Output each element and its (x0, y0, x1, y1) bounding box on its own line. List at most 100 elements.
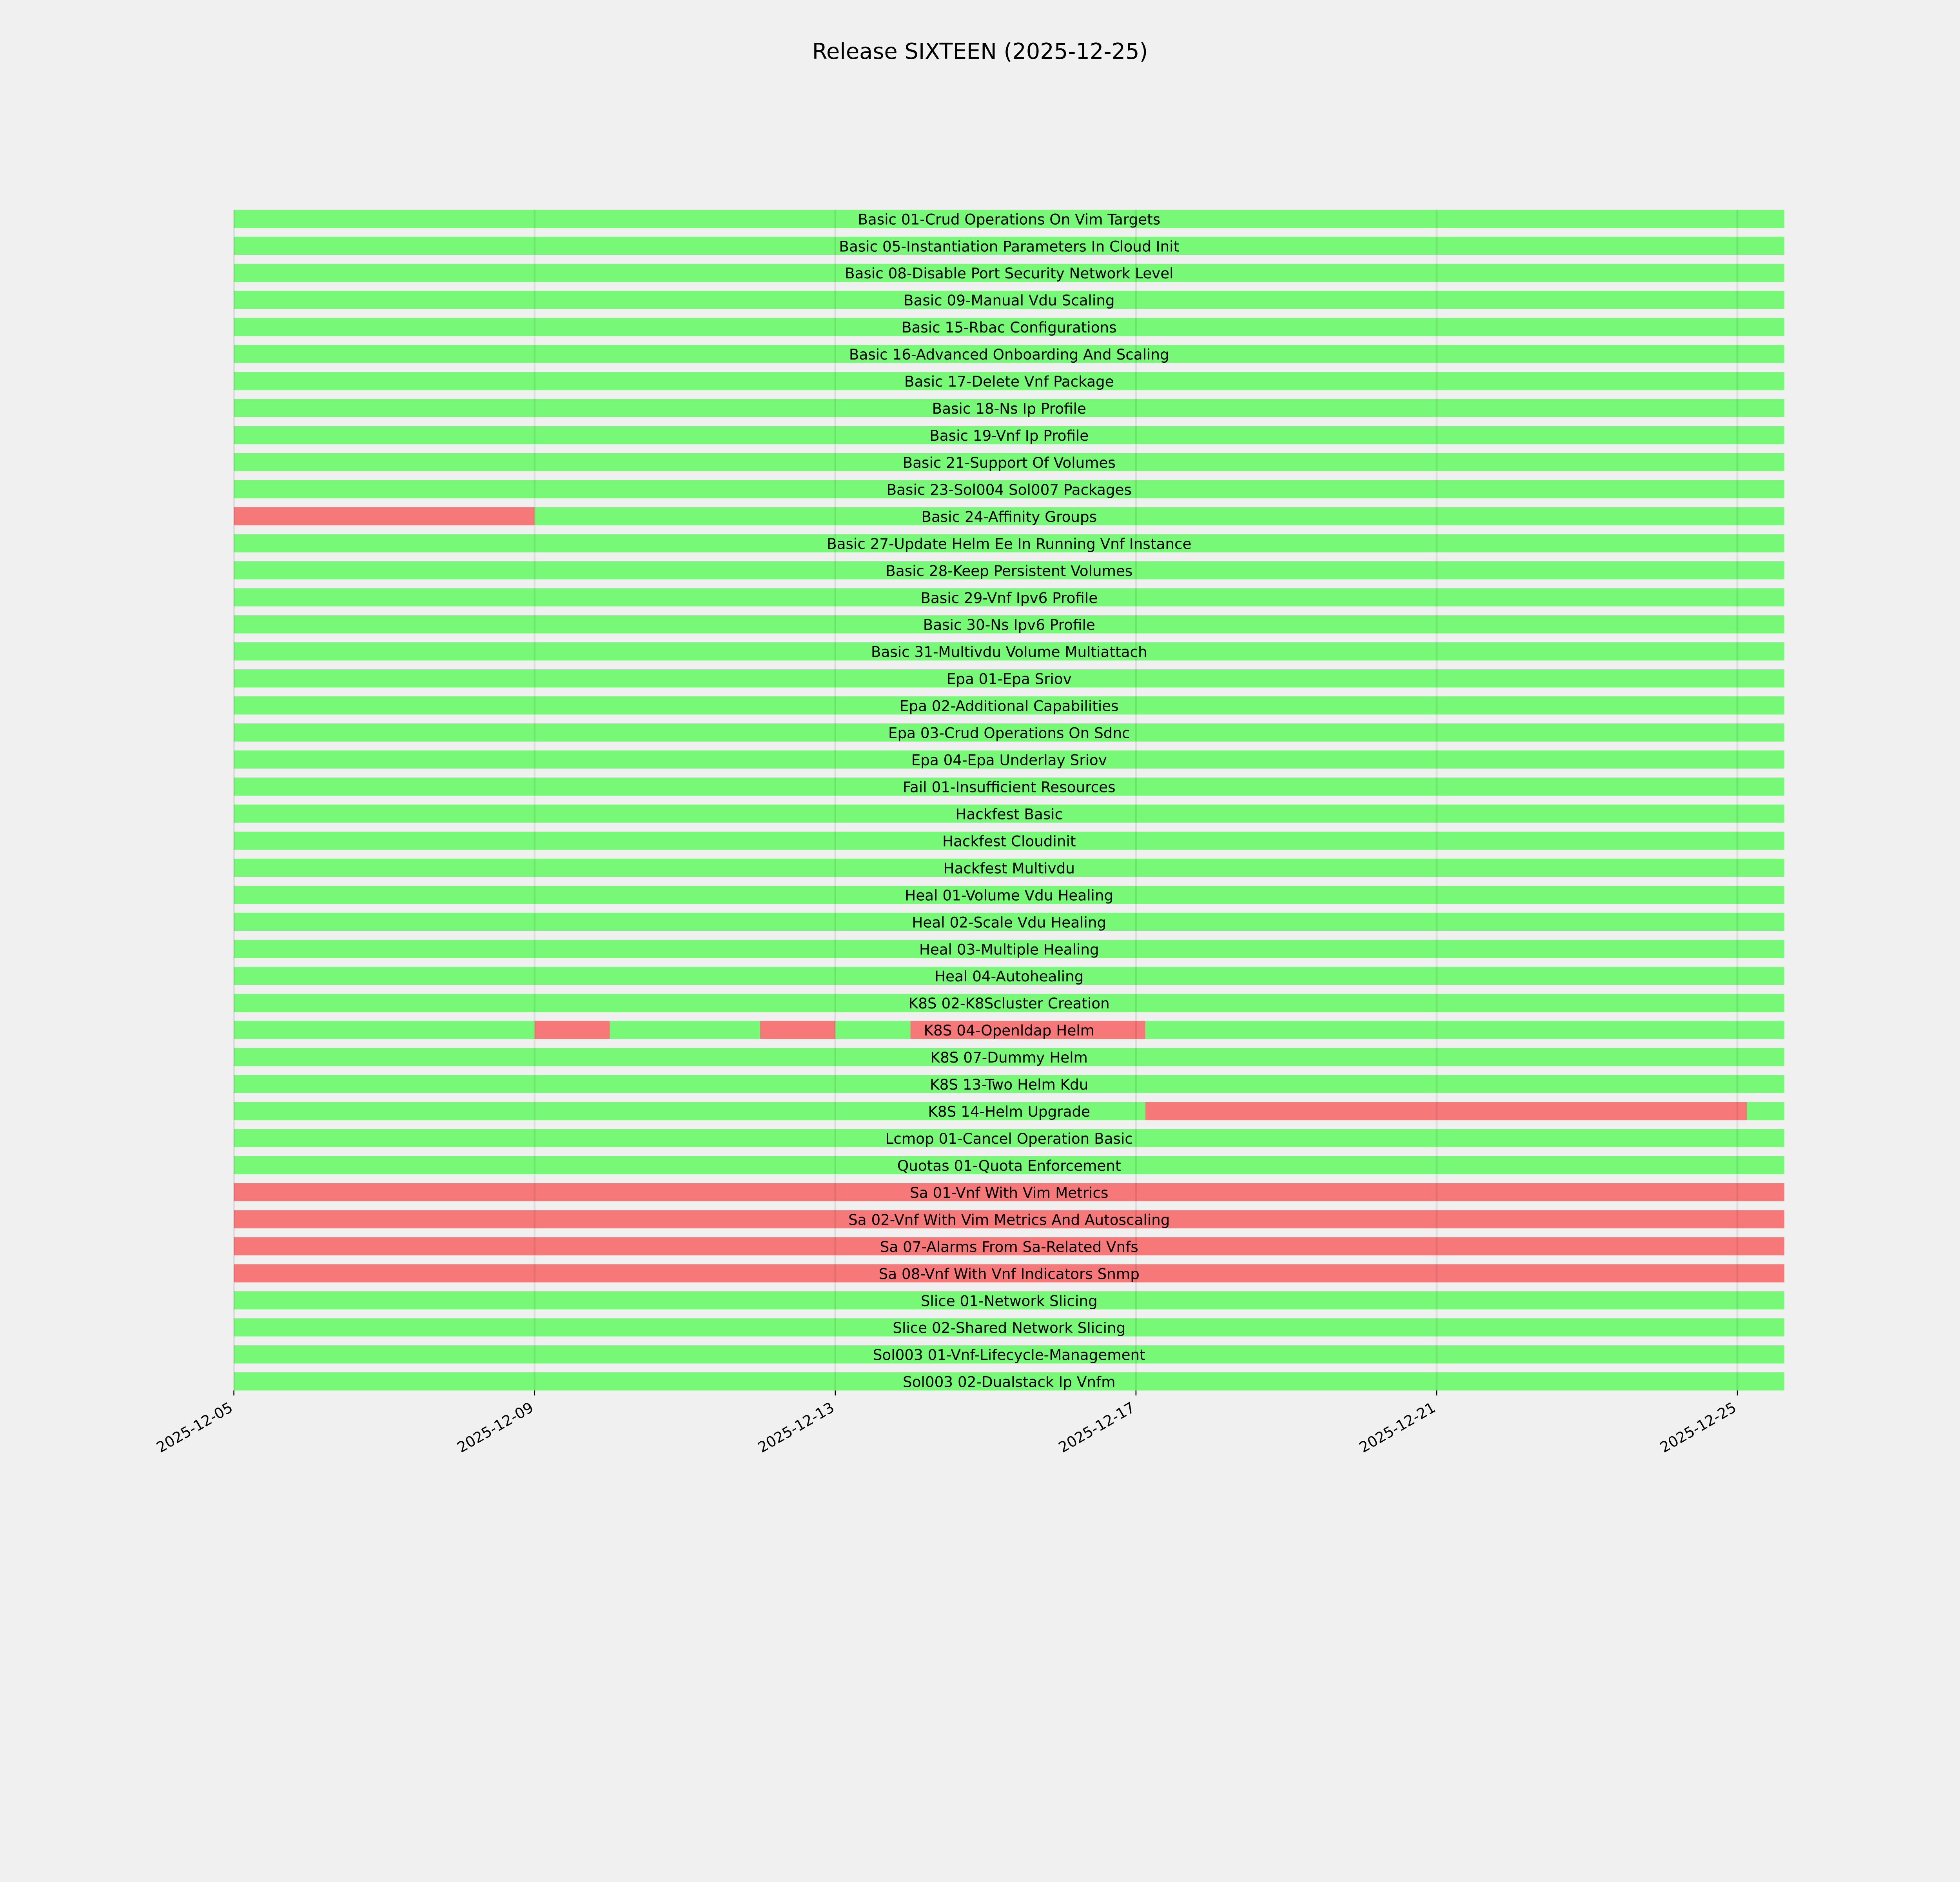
task-label: Heal 02-Scale Vdu Healing (912, 914, 1106, 931)
bar-segment-pass (1145, 1021, 1784, 1039)
task-label: Sa 07-Alarms From Sa-Related Vnfs (880, 1238, 1138, 1255)
task-label: Hackfest Cloudinit (942, 832, 1076, 850)
bar-segment-pass (234, 966, 1784, 985)
task-label: Basic 15-Rbac Configurations (902, 319, 1117, 336)
task-label: Sol003 01-Vnf-Lifecycle-Management (873, 1346, 1145, 1364)
grid-layer (233, 209, 1739, 1391)
bar-segment-pass (234, 399, 1784, 417)
bar-segment-pass (234, 1075, 1784, 1093)
bar-segment-fail (234, 1183, 1784, 1201)
bar-segment-pass (234, 534, 1784, 552)
bar-segment-pass (234, 209, 1784, 228)
bar-segment-pass (234, 750, 1784, 769)
task-labels-layer: Basic 01-Crud Operations On Vim Targets B… (827, 211, 1191, 1390)
task-label: Basic 28-Keep Persistent Volumes (886, 562, 1132, 579)
bar-segment-pass (234, 561, 1784, 579)
task-label: Quotas 01-Quota Enforcement (897, 1157, 1121, 1174)
task-label: K8S 02-K8Scluster Creation (909, 995, 1110, 1012)
release-timeline-chart: Release SIXTEEN (2025-12-25) Basic 01-Cr… (153, 38, 1784, 1456)
bar-segment-pass (234, 263, 1784, 282)
task-label: Epa 02-Additional Capabilities (900, 698, 1119, 715)
task-label: Basic 16-Advanced Onboarding And Scaling (849, 346, 1169, 363)
bar-segment-pass (234, 778, 1784, 796)
task-label: Basic 24-Affinity Groups (921, 508, 1097, 525)
bar-segment-pass (234, 453, 1784, 471)
bar-segment-pass (234, 345, 1784, 363)
chart-title: Release SIXTEEN (2025-12-25) (812, 39, 1148, 64)
bar-segment-pass (234, 291, 1784, 309)
task-label: Epa 01-Epa Sriov (947, 670, 1072, 688)
bar-segment-pass (234, 696, 1784, 715)
bar-segment-pass (234, 642, 1784, 661)
task-label: Slice 02-Shared Network Slicing (893, 1319, 1125, 1337)
bar-segment-pass (234, 1129, 1784, 1147)
bar-segment-pass (234, 1291, 1784, 1310)
bar-segment-pass (234, 1318, 1784, 1337)
task-label: Basic 21-Support Of Volumes (903, 454, 1116, 471)
bar-segment-pass (1747, 1102, 1784, 1120)
bar-segment-pass (234, 885, 1784, 904)
bar-segment-pass (234, 318, 1784, 336)
bar-segment-pass (234, 480, 1784, 498)
bar-segment-pass (835, 1021, 911, 1039)
bar-segment-fail (234, 507, 535, 525)
task-label: K8S 04-Openldap Helm (924, 1022, 1094, 1039)
task-label: Hackfest Multivdu (944, 859, 1075, 877)
task-label: Epa 03-Crud Operations On Sdnc (888, 725, 1130, 742)
bar-segment-pass (234, 669, 1784, 688)
task-label: Sa 01-Vnf With Vim Metrics (910, 1184, 1108, 1201)
bar-segment-pass (234, 426, 1784, 444)
bar-segment-pass (234, 939, 1784, 958)
bar-segment-pass (234, 1102, 1145, 1120)
bar-segment-pass (234, 1048, 1784, 1066)
bar-segment-pass (234, 1372, 1784, 1391)
bar-segment-pass (234, 372, 1784, 390)
bar-segment-pass (234, 1156, 1784, 1174)
bar-segment-pass (234, 912, 1784, 931)
task-label: Basic 31-Multivdu Volume Multiattach (871, 643, 1147, 661)
task-label: Basic 18-Ns Ip Profile (932, 400, 1086, 417)
task-label: Lcmop 01-Cancel Operation Basic (886, 1130, 1133, 1147)
bar-segment-fail (234, 1237, 1784, 1255)
task-label: Hackfest Basic (955, 805, 1063, 823)
task-label: Basic 17-Delete Vnf Package (904, 373, 1114, 390)
bar-segment-pass (234, 831, 1784, 850)
task-label: Basic 23-Sol004 Sol007 Packages (887, 481, 1132, 498)
task-label: Basic 05-Instantiation Parameters In Clo… (839, 238, 1179, 255)
task-label: Basic 01-Crud Operations On Vim Targets (858, 211, 1160, 228)
task-label: Fail 01-Insufficient Resources (903, 778, 1116, 796)
task-label: Heal 04-Autohealing (935, 968, 1083, 985)
task-label: K8S 14-Helm Upgrade (928, 1103, 1090, 1120)
task-label: Basic 29-Vnf Ipv6 Profile (920, 589, 1098, 607)
bar-segment-pass (234, 1021, 535, 1039)
bars-layer (234, 209, 1784, 1391)
task-label: Basic 30-Ns Ipv6 Profile (923, 616, 1095, 634)
task-label: Sa 02-Vnf With Vim Metrics And Autoscali… (848, 1211, 1170, 1228)
task-label: K8S 07-Dummy Helm (931, 1049, 1088, 1066)
task-label: Epa 04-Epa Underlay Sriov (911, 752, 1107, 769)
bar-segment-pass (234, 994, 1784, 1012)
bar-segment-fail (234, 1210, 1784, 1228)
task-label: Heal 01-Volume Vdu Healing (905, 887, 1113, 904)
bar-segment-fail (234, 1264, 1784, 1283)
bar-segment-fail (760, 1021, 835, 1039)
bar-segment-pass (234, 804, 1784, 823)
task-label: Basic 08-Disable Port Security Network L… (845, 265, 1174, 282)
bar-segment-pass (234, 588, 1784, 607)
task-label: Basic 27-Update Helm Ee In Running Vnf I… (827, 535, 1191, 552)
bar-segment-pass (234, 723, 1784, 742)
task-label: Basic 19-Vnf Ip Profile (929, 427, 1089, 444)
bar-segment-fail (534, 1021, 610, 1039)
bar-segment-fail (1145, 1102, 1747, 1120)
bar-segment-fail (910, 1021, 1145, 1039)
task-label: Basic 09-Manual Vdu Scaling (904, 292, 1115, 309)
bar-segment-pass (610, 1021, 760, 1039)
task-label: Heal 03-Multiple Healing (919, 941, 1099, 958)
bar-segment-pass (234, 1345, 1784, 1364)
task-label: Sa 08-Vnf With Vnf Indicators Snmp (879, 1265, 1140, 1283)
task-label: Sol003 02-Dualstack Ip Vnfm (903, 1373, 1115, 1391)
bar-segment-pass (234, 858, 1784, 877)
task-label: K8S 13-Two Helm Kdu (930, 1076, 1088, 1093)
task-label: Slice 01-Network Slicing (921, 1292, 1098, 1310)
bar-segment-pass (234, 236, 1784, 255)
